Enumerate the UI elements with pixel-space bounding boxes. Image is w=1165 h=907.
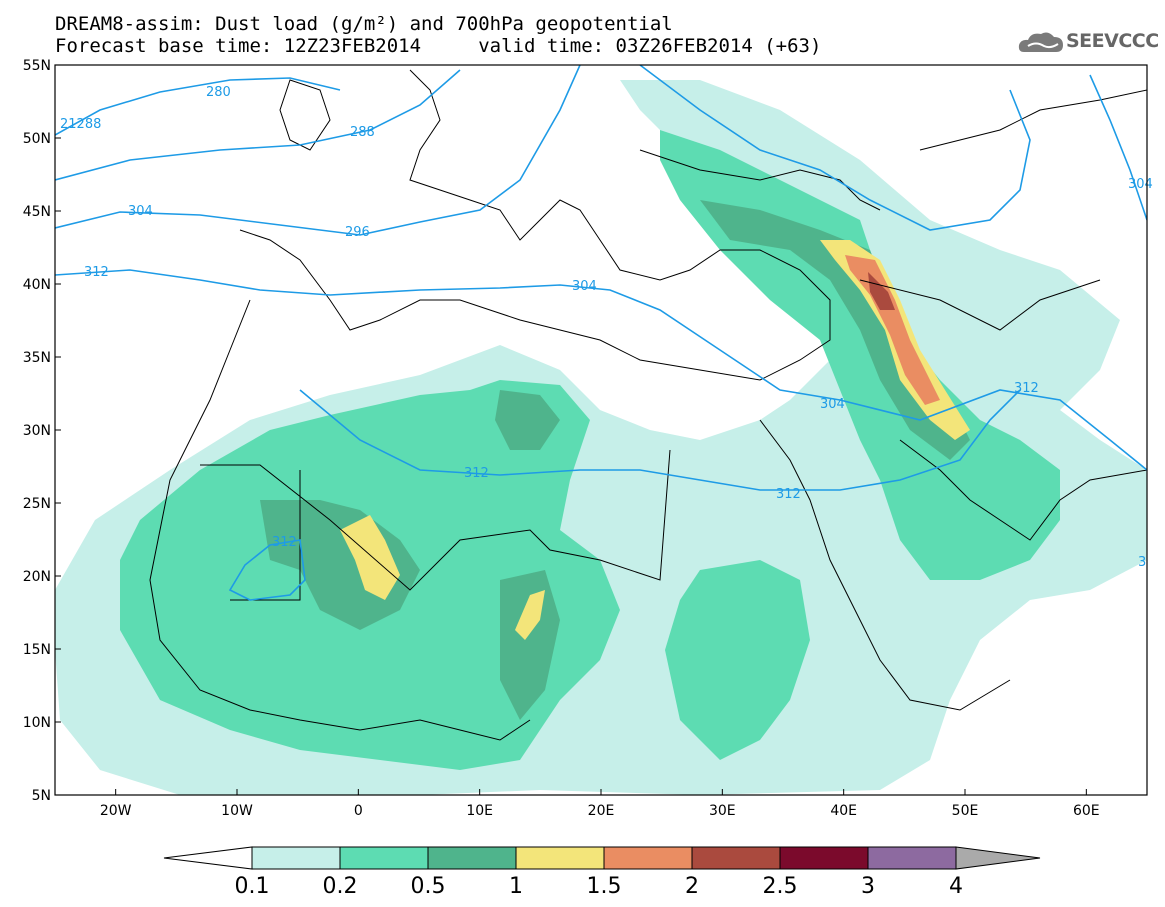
contour-label: 296 (345, 225, 370, 240)
contour-label: 312 (84, 265, 109, 280)
colorbar-swatch (339, 846, 429, 870)
map-subtitle: Forecast base time: 12Z23FEB2014 valid t… (55, 35, 822, 57)
dust-shading (55, 80, 1147, 795)
longitude-tick-label: 50E (952, 803, 979, 819)
contour-labels: 280 288 21288 304 296 312 304 312 304 31… (60, 85, 1153, 570)
colorbar-label: 4 (949, 874, 963, 899)
colorbar-swatch (603, 846, 693, 870)
contour-label: 312 (272, 535, 297, 550)
contour-label: 280 (206, 85, 231, 100)
latitude-tick-label: 30N (23, 423, 51, 439)
longitude-tick-label: 10E (466, 803, 493, 819)
latitude-tick-label: 10N (23, 715, 51, 731)
longitude-tick-label: 60E (1073, 803, 1100, 819)
colorbar-swatch (779, 846, 869, 870)
latitude-tick-label: 20N (23, 569, 51, 585)
dust-region-darkgreen-2 (495, 390, 560, 450)
colorbar: 0.1 0.2 0.5 1 1.5 2 2.5 3 4 (163, 846, 1041, 899)
longitude-tick-label: 10W (221, 803, 253, 819)
longitude-tick-label: 20E (588, 803, 615, 819)
geopotential-contours (55, 65, 1147, 601)
dust-region-orange (845, 255, 940, 405)
colorbar-swatch (515, 846, 605, 870)
colorbar-swatch (691, 846, 781, 870)
latitude-tick-label: 45N (23, 204, 51, 220)
contour-label: 3 (1138, 555, 1146, 570)
colorbar-swatch (427, 846, 517, 870)
contour-label: 288 (350, 125, 375, 140)
latitude-tick-label: 55N (23, 58, 51, 74)
latitude-tick-label: 35N (23, 350, 51, 366)
longitude-tick-label: 40E (830, 803, 857, 819)
contour-label: 304 (572, 279, 597, 294)
latitude-axis: 5N 10N 15N 20N 25N 30N 35N 40N 45N 50N 55N (23, 58, 61, 804)
logo-text: SEEVCCC (1066, 30, 1159, 52)
latitude-tick-label: 50N (23, 131, 51, 147)
colorbar-label: 2.5 (763, 874, 798, 899)
contour-label: 312 (464, 466, 489, 481)
dust-region-green-3 (665, 560, 810, 760)
latitude-tick-label: 5N (32, 788, 51, 804)
contour-label: 21288 (60, 117, 101, 132)
colorbar-label: 0.1 (235, 874, 270, 899)
dust-region-darkgreen-4 (700, 200, 970, 460)
latitude-tick-label: 25N (23, 496, 51, 512)
colorbar-label: 3 (861, 874, 875, 899)
colorbar-label: 1 (509, 874, 523, 899)
longitude-tick-label: 20W (100, 803, 132, 819)
colorbar-label: 0.5 (411, 874, 446, 899)
dust-region-darkgreen-3 (500, 570, 560, 720)
longitude-tick-label: 0 (354, 803, 363, 819)
map-title: DREAM8-assim: Dust load (g/m²) and 700hP… (55, 13, 673, 35)
dust-region-darkred (868, 272, 895, 310)
colorbar-over-arrow (955, 846, 1041, 870)
contour-label: 312 (1014, 381, 1039, 396)
dust-region-yellow-2 (515, 590, 545, 640)
colorbar-under-arrow (163, 846, 253, 870)
contour-label: 304 (128, 204, 153, 219)
latitude-tick-label: 15N (23, 642, 51, 658)
colorbar-swatch (251, 846, 341, 870)
contour-label: 304 (820, 397, 845, 412)
latitude-tick-label: 40N (23, 277, 51, 293)
colorbar-label: 1.5 (587, 874, 622, 899)
contour-label: 312 (776, 487, 801, 502)
colorbar-label: 0.2 (323, 874, 358, 899)
colorbar-label: 2 (685, 874, 699, 899)
coastlines (149, 69, 1147, 741)
cloud-logo-icon (1018, 32, 1063, 52)
longitude-axis: 20W 10W 0 10E 20E 30E 40E 50E 60E (100, 789, 1100, 819)
dust-region-yellow (340, 515, 400, 600)
contour-label: 304 (1128, 177, 1153, 192)
longitude-tick-label: 30E (709, 803, 736, 819)
colorbar-swatch (867, 846, 957, 870)
